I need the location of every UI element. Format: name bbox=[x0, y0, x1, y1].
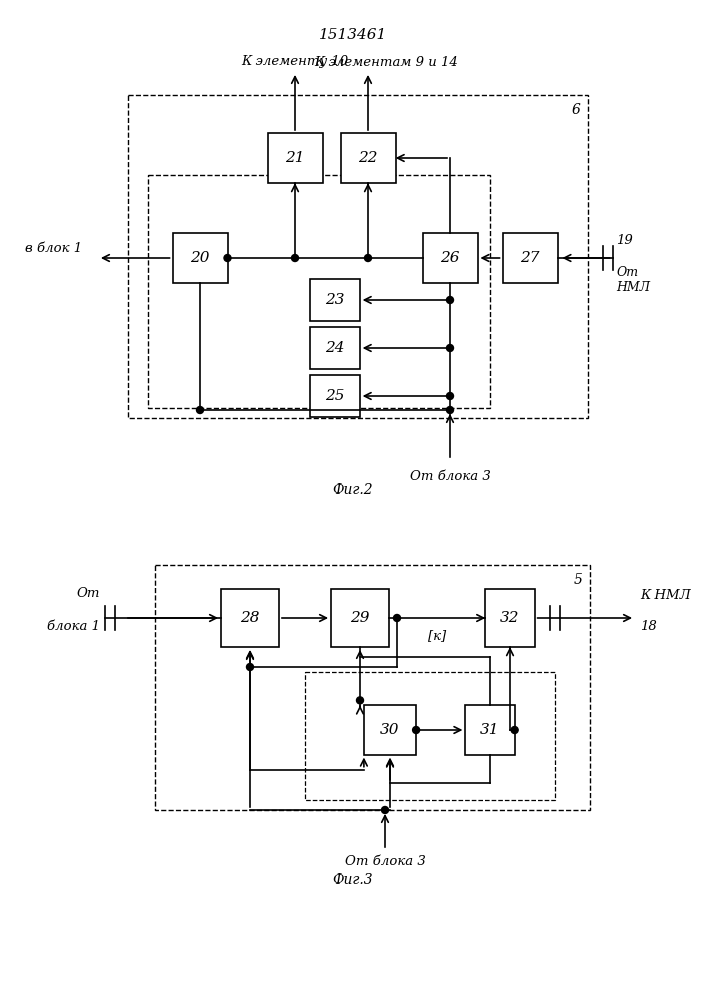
Bar bbox=[341, 133, 395, 183]
Text: блока 1: блока 1 bbox=[47, 620, 100, 633]
Text: К элементу 10: К элементу 10 bbox=[241, 55, 349, 68]
Text: 32: 32 bbox=[501, 611, 520, 625]
Text: 31: 31 bbox=[480, 723, 500, 737]
Text: 22: 22 bbox=[358, 151, 378, 165]
Bar bbox=[310, 375, 360, 417]
Bar bbox=[310, 327, 360, 369]
Text: От
НМЛ: От НМЛ bbox=[617, 266, 650, 294]
Bar bbox=[221, 589, 279, 647]
Circle shape bbox=[413, 726, 419, 734]
Text: 19: 19 bbox=[617, 233, 633, 246]
Circle shape bbox=[382, 806, 389, 814]
Text: 23: 23 bbox=[325, 293, 345, 307]
Text: 28: 28 bbox=[240, 611, 259, 625]
Circle shape bbox=[511, 726, 518, 734]
Bar bbox=[485, 589, 534, 647]
Bar bbox=[155, 565, 590, 810]
Text: 24: 24 bbox=[325, 341, 345, 355]
Text: 6: 6 bbox=[571, 103, 580, 117]
Text: 30: 30 bbox=[380, 723, 399, 737]
Bar bbox=[503, 233, 558, 283]
Bar bbox=[423, 233, 477, 283]
Bar bbox=[267, 133, 322, 183]
Text: К элементам 9 и 14: К элементам 9 и 14 bbox=[314, 55, 458, 68]
Text: 25: 25 bbox=[325, 389, 345, 403]
Text: [к]: [к] bbox=[428, 630, 446, 643]
Bar bbox=[331, 589, 389, 647]
Text: 1513461: 1513461 bbox=[319, 28, 387, 42]
Circle shape bbox=[447, 406, 453, 414]
Bar bbox=[364, 705, 416, 755]
Text: От: От bbox=[76, 587, 100, 600]
Bar bbox=[173, 233, 228, 283]
Circle shape bbox=[197, 406, 204, 414]
Circle shape bbox=[224, 254, 231, 261]
Bar bbox=[128, 95, 588, 418]
Circle shape bbox=[447, 392, 453, 399]
Text: От блока 3: От блока 3 bbox=[344, 855, 426, 868]
Text: 21: 21 bbox=[285, 151, 305, 165]
Text: 5: 5 bbox=[573, 573, 583, 587]
Bar bbox=[465, 705, 515, 755]
Text: 29: 29 bbox=[350, 611, 370, 625]
Text: От блока 3: От блока 3 bbox=[409, 470, 491, 483]
Text: в блок 1: в блок 1 bbox=[25, 241, 82, 254]
Circle shape bbox=[247, 664, 254, 670]
Circle shape bbox=[447, 344, 453, 352]
Bar bbox=[148, 175, 490, 408]
Circle shape bbox=[365, 254, 371, 261]
Text: К НМЛ: К НМЛ bbox=[640, 589, 691, 602]
Circle shape bbox=[394, 614, 400, 621]
Circle shape bbox=[447, 296, 453, 304]
Text: 26: 26 bbox=[440, 251, 460, 265]
Circle shape bbox=[356, 697, 363, 704]
Circle shape bbox=[291, 254, 298, 261]
Text: Фиг.2: Фиг.2 bbox=[333, 483, 373, 497]
Text: 27: 27 bbox=[520, 251, 539, 265]
Text: Фиг.3: Фиг.3 bbox=[333, 873, 373, 887]
Bar bbox=[305, 672, 555, 800]
Text: 18: 18 bbox=[640, 620, 657, 633]
Text: 20: 20 bbox=[190, 251, 210, 265]
Bar bbox=[310, 279, 360, 321]
